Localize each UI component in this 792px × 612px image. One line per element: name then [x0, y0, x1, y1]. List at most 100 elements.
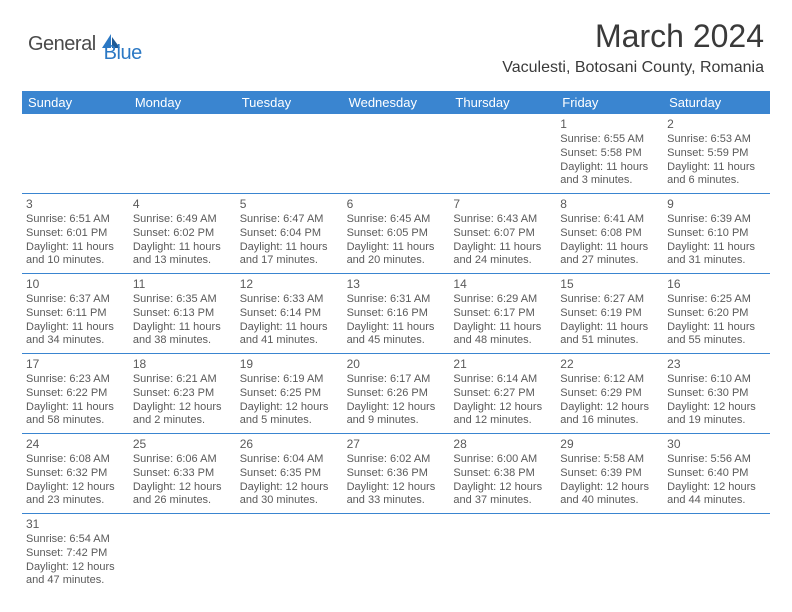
- daylight-text: and 10 minutes.: [26, 254, 125, 268]
- daylight-text: Daylight: 11 hours: [453, 241, 552, 255]
- day-cell: 26Sunrise: 6:04 AMSunset: 6:35 PMDayligh…: [236, 434, 343, 513]
- sunset-text: Sunset: 5:58 PM: [560, 147, 659, 161]
- daylight-text: Daylight: 12 hours: [667, 481, 766, 495]
- daylight-text: and 47 minutes.: [26, 574, 125, 588]
- daylight-text: Daylight: 11 hours: [667, 321, 766, 335]
- daylight-text: Daylight: 11 hours: [26, 401, 125, 415]
- day-cell: 6Sunrise: 6:45 AMSunset: 6:05 PMDaylight…: [343, 194, 450, 273]
- sunset-text: Sunset: 6:35 PM: [240, 467, 339, 481]
- sunrise-text: Sunrise: 6:02 AM: [347, 453, 446, 467]
- day-cell: 27Sunrise: 6:02 AMSunset: 6:36 PMDayligh…: [343, 434, 450, 513]
- day-number: 23: [667, 357, 766, 372]
- sunset-text: Sunset: 6:39 PM: [560, 467, 659, 481]
- daylight-text: and 51 minutes.: [560, 334, 659, 348]
- daylight-text: Daylight: 11 hours: [347, 321, 446, 335]
- daylight-text: Daylight: 11 hours: [453, 321, 552, 335]
- daylight-text: and 12 minutes.: [453, 414, 552, 428]
- sunrise-text: Sunrise: 6:35 AM: [133, 293, 232, 307]
- sunrise-text: Sunrise: 6:14 AM: [453, 373, 552, 387]
- daylight-text: Daylight: 12 hours: [347, 481, 446, 495]
- day-number: 21: [453, 357, 552, 372]
- day-header-monday: Monday: [129, 91, 236, 114]
- sunrise-text: Sunrise: 6:49 AM: [133, 213, 232, 227]
- day-number: 3: [26, 197, 125, 212]
- day-cell: 16Sunrise: 6:25 AMSunset: 6:20 PMDayligh…: [663, 274, 770, 353]
- sunset-text: Sunset: 6:22 PM: [26, 387, 125, 401]
- day-cell: 9Sunrise: 6:39 AMSunset: 6:10 PMDaylight…: [663, 194, 770, 273]
- daylight-text: Daylight: 12 hours: [133, 481, 232, 495]
- sunset-text: Sunset: 6:27 PM: [453, 387, 552, 401]
- sunrise-text: Sunrise: 6:21 AM: [133, 373, 232, 387]
- day-number: 17: [26, 357, 125, 372]
- header: General Blue March 2024 Vaculesti, Botos…: [0, 0, 792, 83]
- daylight-text: and 19 minutes.: [667, 414, 766, 428]
- sunrise-text: Sunrise: 6:55 AM: [560, 133, 659, 147]
- day-cell: 10Sunrise: 6:37 AMSunset: 6:11 PMDayligh…: [22, 274, 129, 353]
- day-cell: 15Sunrise: 6:27 AMSunset: 6:19 PMDayligh…: [556, 274, 663, 353]
- day-cell: 22Sunrise: 6:12 AMSunset: 6:29 PMDayligh…: [556, 354, 663, 433]
- day-header-saturday: Saturday: [663, 91, 770, 114]
- daylight-text: and 30 minutes.: [240, 494, 339, 508]
- sunrise-text: Sunrise: 6:10 AM: [667, 373, 766, 387]
- day-number: 16: [667, 277, 766, 292]
- sunrise-text: Sunrise: 6:19 AM: [240, 373, 339, 387]
- daylight-text: and 44 minutes.: [667, 494, 766, 508]
- calendar: SundayMondayTuesdayWednesdayThursdayFrid…: [22, 91, 770, 593]
- day-header-wednesday: Wednesday: [343, 91, 450, 114]
- sunrise-text: Sunrise: 6:04 AM: [240, 453, 339, 467]
- sunset-text: Sunset: 6:01 PM: [26, 227, 125, 241]
- sunset-text: Sunset: 7:42 PM: [26, 547, 125, 561]
- sunset-text: Sunset: 6:14 PM: [240, 307, 339, 321]
- daylight-text: and 2 minutes.: [133, 414, 232, 428]
- day-cell: 5Sunrise: 6:47 AMSunset: 6:04 PMDaylight…: [236, 194, 343, 273]
- daylight-text: Daylight: 11 hours: [667, 161, 766, 175]
- empty-cell: [129, 514, 236, 593]
- day-number: 25: [133, 437, 232, 452]
- sunrise-text: Sunrise: 6:54 AM: [26, 533, 125, 547]
- daylight-text: and 31 minutes.: [667, 254, 766, 268]
- day-header-thursday: Thursday: [449, 91, 556, 114]
- day-number: 13: [347, 277, 446, 292]
- sunrise-text: Sunrise: 6:23 AM: [26, 373, 125, 387]
- daylight-text: and 13 minutes.: [133, 254, 232, 268]
- week-row: 17Sunrise: 6:23 AMSunset: 6:22 PMDayligh…: [22, 354, 770, 434]
- day-cell: 21Sunrise: 6:14 AMSunset: 6:27 PMDayligh…: [449, 354, 556, 433]
- day-header-sunday: Sunday: [22, 91, 129, 114]
- day-header-row: SundayMondayTuesdayWednesdayThursdayFrid…: [22, 91, 770, 114]
- sunset-text: Sunset: 6:32 PM: [26, 467, 125, 481]
- daylight-text: Daylight: 12 hours: [667, 401, 766, 415]
- logo-text-general: General: [28, 33, 96, 56]
- daylight-text: Daylight: 11 hours: [560, 321, 659, 335]
- day-number: 30: [667, 437, 766, 452]
- daylight-text: and 41 minutes.: [240, 334, 339, 348]
- daylight-text: and 37 minutes.: [453, 494, 552, 508]
- week-row: 24Sunrise: 6:08 AMSunset: 6:32 PMDayligh…: [22, 434, 770, 514]
- daylight-text: Daylight: 11 hours: [26, 321, 125, 335]
- sunset-text: Sunset: 6:11 PM: [26, 307, 125, 321]
- day-cell: 13Sunrise: 6:31 AMSunset: 6:16 PMDayligh…: [343, 274, 450, 353]
- day-cell: 25Sunrise: 6:06 AMSunset: 6:33 PMDayligh…: [129, 434, 236, 513]
- day-cell: 18Sunrise: 6:21 AMSunset: 6:23 PMDayligh…: [129, 354, 236, 433]
- day-number: 2: [667, 117, 766, 132]
- empty-cell: [449, 514, 556, 593]
- sunrise-text: Sunrise: 6:12 AM: [560, 373, 659, 387]
- day-number: 12: [240, 277, 339, 292]
- empty-cell: [343, 514, 450, 593]
- day-cell: 29Sunrise: 5:58 AMSunset: 6:39 PMDayligh…: [556, 434, 663, 513]
- empty-cell: [129, 114, 236, 193]
- sunset-text: Sunset: 6:05 PM: [347, 227, 446, 241]
- sunset-text: Sunset: 6:19 PM: [560, 307, 659, 321]
- day-number: 8: [560, 197, 659, 212]
- sunrise-text: Sunrise: 6:45 AM: [347, 213, 446, 227]
- sunset-text: Sunset: 6:33 PM: [133, 467, 232, 481]
- empty-cell: [236, 514, 343, 593]
- day-header-friday: Friday: [556, 91, 663, 114]
- day-number: 11: [133, 277, 232, 292]
- day-cell: 30Sunrise: 5:56 AMSunset: 6:40 PMDayligh…: [663, 434, 770, 513]
- day-number: 28: [453, 437, 552, 452]
- daylight-text: Daylight: 12 hours: [133, 401, 232, 415]
- sunrise-text: Sunrise: 6:00 AM: [453, 453, 552, 467]
- daylight-text: and 6 minutes.: [667, 174, 766, 188]
- sunset-text: Sunset: 6:10 PM: [667, 227, 766, 241]
- daylight-text: Daylight: 11 hours: [133, 321, 232, 335]
